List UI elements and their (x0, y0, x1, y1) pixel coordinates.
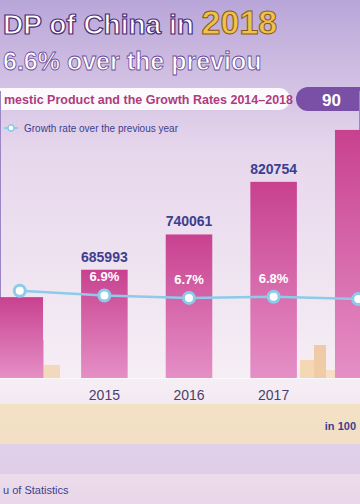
x-axis: 2015 2016 2017 (0, 378, 360, 403)
growth-point (184, 292, 195, 303)
growth-point (268, 291, 279, 302)
x-tick-label: 2017 (258, 387, 289, 403)
growth-label: 6.9% (90, 269, 120, 284)
growth-point (353, 294, 360, 305)
chart: DP of China in 2018 6.6% over the previou… (0, 0, 360, 504)
building (300, 360, 314, 378)
pill-text: 90 (322, 91, 341, 110)
growth-point (99, 290, 110, 301)
bar-label: 820754 (250, 161, 297, 177)
x-tick: 2016 (173, 378, 204, 403)
x-tick: 2015 (89, 378, 120, 403)
background (0, 0, 360, 504)
legend-label: Growth rate over the previous year (24, 123, 179, 134)
legend: Growth rate over the previous year (4, 123, 179, 134)
subtitle: 6.6% over the previou (3, 47, 261, 75)
bar (335, 130, 360, 378)
bar (81, 270, 128, 378)
bar-label: 740061 (166, 213, 213, 229)
legend-marker (8, 125, 14, 131)
x-axis-line (0, 378, 360, 379)
skyline-band (0, 444, 360, 474)
building (314, 345, 326, 378)
unit-note: in 100 (325, 420, 356, 432)
bar (0, 297, 43, 378)
bar (250, 182, 297, 378)
building (44, 365, 60, 378)
value-pill (296, 87, 360, 111)
growth-label: 6.8% (259, 271, 289, 286)
bar-label: 685993 (81, 249, 128, 265)
x-tick-label: 2015 (89, 387, 120, 403)
plot-area (0, 130, 360, 378)
source-note: u of Statistics (3, 484, 69, 496)
growth-label: 6.7% (174, 272, 204, 287)
skyline-band (0, 404, 360, 444)
x-tick-label: 2016 (173, 387, 204, 403)
growth-point (14, 285, 25, 296)
banner-text: mestic Product and the Growth Rates 2014… (4, 93, 293, 107)
bar (166, 234, 213, 378)
x-tick: 2017 (258, 378, 289, 403)
title: DP of China in 2018 (3, 3, 277, 41)
